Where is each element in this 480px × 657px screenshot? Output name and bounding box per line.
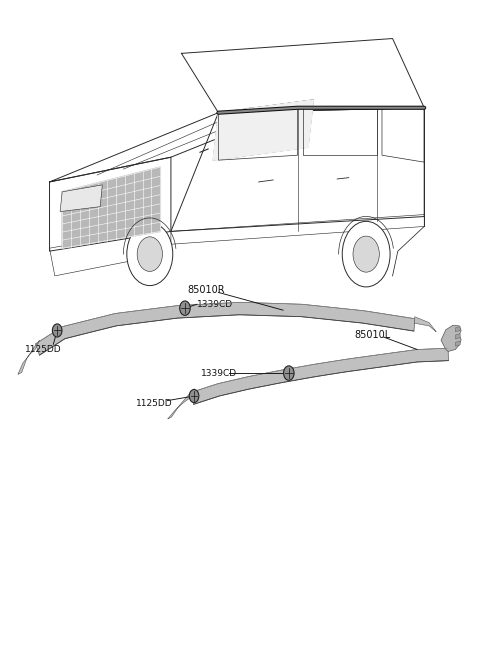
- Circle shape: [180, 301, 190, 315]
- Text: 1339CD: 1339CD: [201, 369, 237, 378]
- Polygon shape: [60, 185, 102, 212]
- Ellipse shape: [127, 223, 173, 286]
- Text: 85010L: 85010L: [355, 330, 391, 340]
- Text: 1125DD: 1125DD: [24, 345, 61, 354]
- Text: 1125DD: 1125DD: [136, 399, 173, 409]
- Ellipse shape: [137, 237, 162, 271]
- Polygon shape: [456, 327, 460, 332]
- Polygon shape: [415, 317, 436, 332]
- Polygon shape: [213, 100, 313, 160]
- Circle shape: [52, 324, 62, 337]
- Polygon shape: [456, 341, 460, 346]
- Circle shape: [284, 366, 294, 380]
- Polygon shape: [168, 389, 194, 419]
- Ellipse shape: [353, 236, 379, 272]
- Polygon shape: [441, 325, 461, 351]
- Circle shape: [189, 390, 199, 403]
- Polygon shape: [62, 167, 160, 248]
- Polygon shape: [18, 340, 39, 374]
- Ellipse shape: [342, 221, 390, 287]
- Polygon shape: [36, 302, 415, 355]
- Polygon shape: [192, 348, 448, 404]
- Text: 85010R: 85010R: [187, 286, 225, 296]
- Polygon shape: [456, 334, 460, 339]
- Text: 1339CD: 1339CD: [197, 300, 233, 309]
